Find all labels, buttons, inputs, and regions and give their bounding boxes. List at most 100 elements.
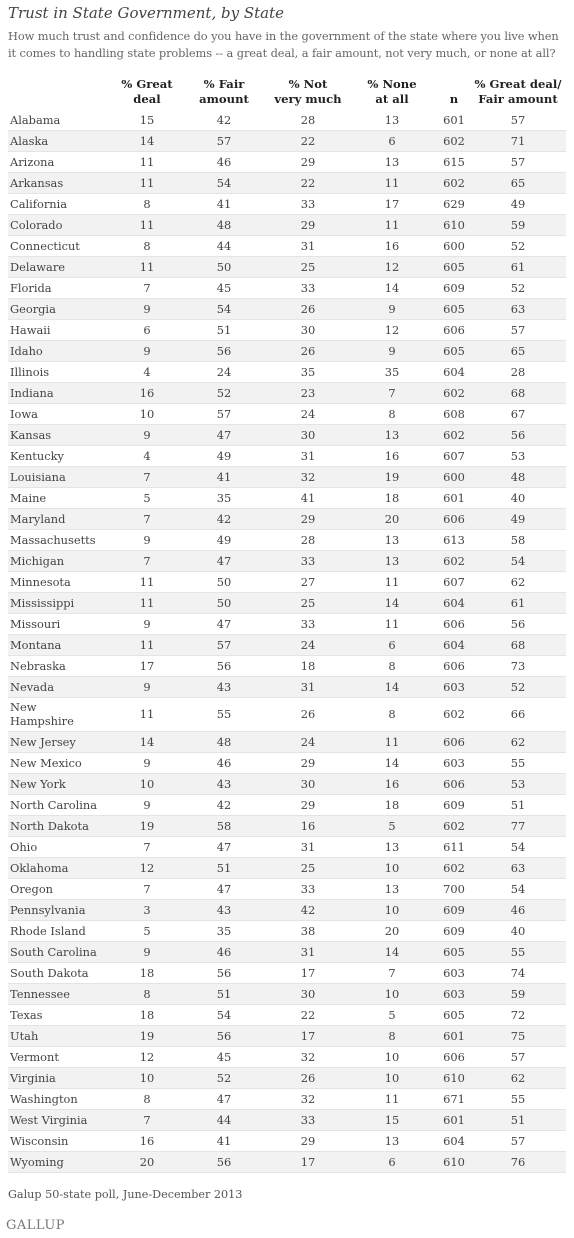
- state-name: Vermont: [10, 1050, 59, 1064]
- table-row: Arizona 11 46 29 13 615 57: [8, 152, 566, 173]
- column-header: % None at all: [367, 77, 417, 106]
- table-cell: 55: [510, 1092, 526, 1106]
- table-cell: 600: [443, 239, 465, 253]
- table-cell: 5: [388, 1008, 396, 1022]
- state-name: Nevada: [10, 680, 55, 694]
- table-row: Nebraska 17 56 18 8 606 73: [8, 656, 566, 677]
- table-cell: 604: [443, 596, 465, 610]
- table-cell: 52: [216, 1071, 232, 1085]
- table-cell: 606: [443, 777, 465, 791]
- table-row: Delaware 11 50 25 12 605 61: [8, 257, 566, 278]
- table-cell: 22: [300, 176, 316, 190]
- table-cell: 57: [510, 323, 526, 337]
- table-cell: 5: [388, 819, 396, 833]
- table-cell: 11: [139, 596, 155, 610]
- table-cell: 41: [300, 491, 316, 505]
- table-cell: 603: [443, 966, 465, 980]
- state-name: Maryland: [10, 512, 66, 526]
- table-cell: 603: [443, 756, 465, 770]
- table-cell: 602: [443, 134, 465, 148]
- table-cell: 16: [300, 819, 316, 833]
- state-name: Montana: [10, 638, 62, 652]
- table-cell: 32: [300, 1050, 316, 1064]
- table-cell: 606: [443, 659, 465, 673]
- table-cell: 5: [143, 924, 151, 938]
- table-row: West Virginia 7 44 33 15 601 51: [8, 1110, 566, 1131]
- table-cell: 16: [139, 1134, 155, 1148]
- table-cell: 12: [139, 861, 155, 875]
- table-cell: 49: [216, 533, 232, 547]
- table-cell: 31: [300, 945, 316, 959]
- table-cell: 47: [216, 882, 232, 896]
- table-cell: 3: [143, 903, 151, 917]
- table-cell: 4: [143, 365, 151, 379]
- table-cell: 7: [143, 512, 151, 526]
- table-cell: 63: [510, 302, 526, 316]
- table-cell: 62: [510, 1071, 526, 1085]
- table-cell: 7: [143, 840, 151, 854]
- table-row: New Mexico 9 46 29 14 603 55: [8, 753, 566, 774]
- table-cell: 7: [388, 386, 396, 400]
- table-cell: 8: [388, 1029, 396, 1043]
- table-cell: 62: [510, 575, 526, 589]
- table-cell: 602: [443, 707, 465, 721]
- table-cell: 53: [510, 777, 526, 791]
- table-cell: 11: [139, 707, 155, 721]
- table-cell: 9: [143, 302, 151, 316]
- table-cell: 8: [143, 239, 151, 253]
- table-cell: 42: [216, 512, 232, 526]
- table-cell: 77: [510, 819, 526, 833]
- table-cell: 606: [443, 323, 465, 337]
- table-cell: 10: [139, 777, 155, 791]
- table-cell: 31: [300, 680, 316, 694]
- table-cell: 28: [300, 533, 316, 547]
- table-row: Minnesota 11 50 27 11 607 62: [8, 572, 566, 593]
- table-cell: 25: [300, 861, 316, 875]
- table-cell: 42: [216, 113, 232, 127]
- table-row: Vermont 12 45 32 10 606 57: [8, 1047, 566, 1068]
- table-cell: 33: [300, 882, 316, 896]
- table-cell: 46: [216, 155, 232, 169]
- table-cell: 52: [510, 239, 526, 253]
- state-name: Wyoming: [10, 1155, 64, 1169]
- table-cell: 9: [143, 617, 151, 631]
- table-cell: 48: [216, 735, 232, 749]
- table-cell: 58: [216, 819, 232, 833]
- table-cell: 57: [216, 134, 232, 148]
- state-name: Connecticut: [10, 239, 80, 253]
- table-cell: 14: [384, 945, 400, 959]
- table-cell: 24: [300, 638, 316, 652]
- table-row: South Dakota 18 56 17 7 603 74: [8, 963, 566, 984]
- table-row: Idaho 9 56 26 9 605 65: [8, 341, 566, 362]
- table-cell: 33: [300, 554, 316, 568]
- table-cell: 10: [139, 1071, 155, 1085]
- table-cell: 26: [300, 707, 316, 721]
- table-cell: 46: [216, 945, 232, 959]
- table-cell: 42: [216, 798, 232, 812]
- state-name: Tennessee: [10, 987, 71, 1001]
- table-cell: 11: [384, 218, 400, 232]
- table-cell: 57: [510, 113, 526, 127]
- table-cell: 700: [443, 882, 465, 896]
- table-row: California 8 41 33 17 629 49: [8, 194, 566, 215]
- table-cell: 16: [139, 386, 155, 400]
- table-cell: 43: [216, 903, 232, 917]
- table-cell: 6: [388, 1155, 396, 1169]
- table-cell: 30: [300, 323, 316, 337]
- table-cell: 15: [384, 1113, 400, 1127]
- state-name: Virginia: [10, 1071, 56, 1085]
- table-cell: 54: [216, 1008, 232, 1022]
- table-cell: 47: [216, 428, 232, 442]
- table-row: Missouri 9 47 33 11 606 56: [8, 614, 566, 635]
- table-cell: 605: [443, 945, 465, 959]
- table-cell: 73: [510, 659, 526, 673]
- column-header: % Fair amount: [199, 77, 249, 106]
- table-cell: 11: [384, 735, 400, 749]
- table-row: Massachusetts 9 49 28 13 613 58: [8, 530, 566, 551]
- table-cell: 17: [139, 659, 155, 673]
- table-row: Texas 18 54 22 5 605 72: [8, 1005, 566, 1026]
- table-cell: 66: [510, 707, 526, 721]
- state-name: New York: [10, 777, 66, 791]
- table-cell: 35: [216, 924, 232, 938]
- table-cell: 9: [143, 798, 151, 812]
